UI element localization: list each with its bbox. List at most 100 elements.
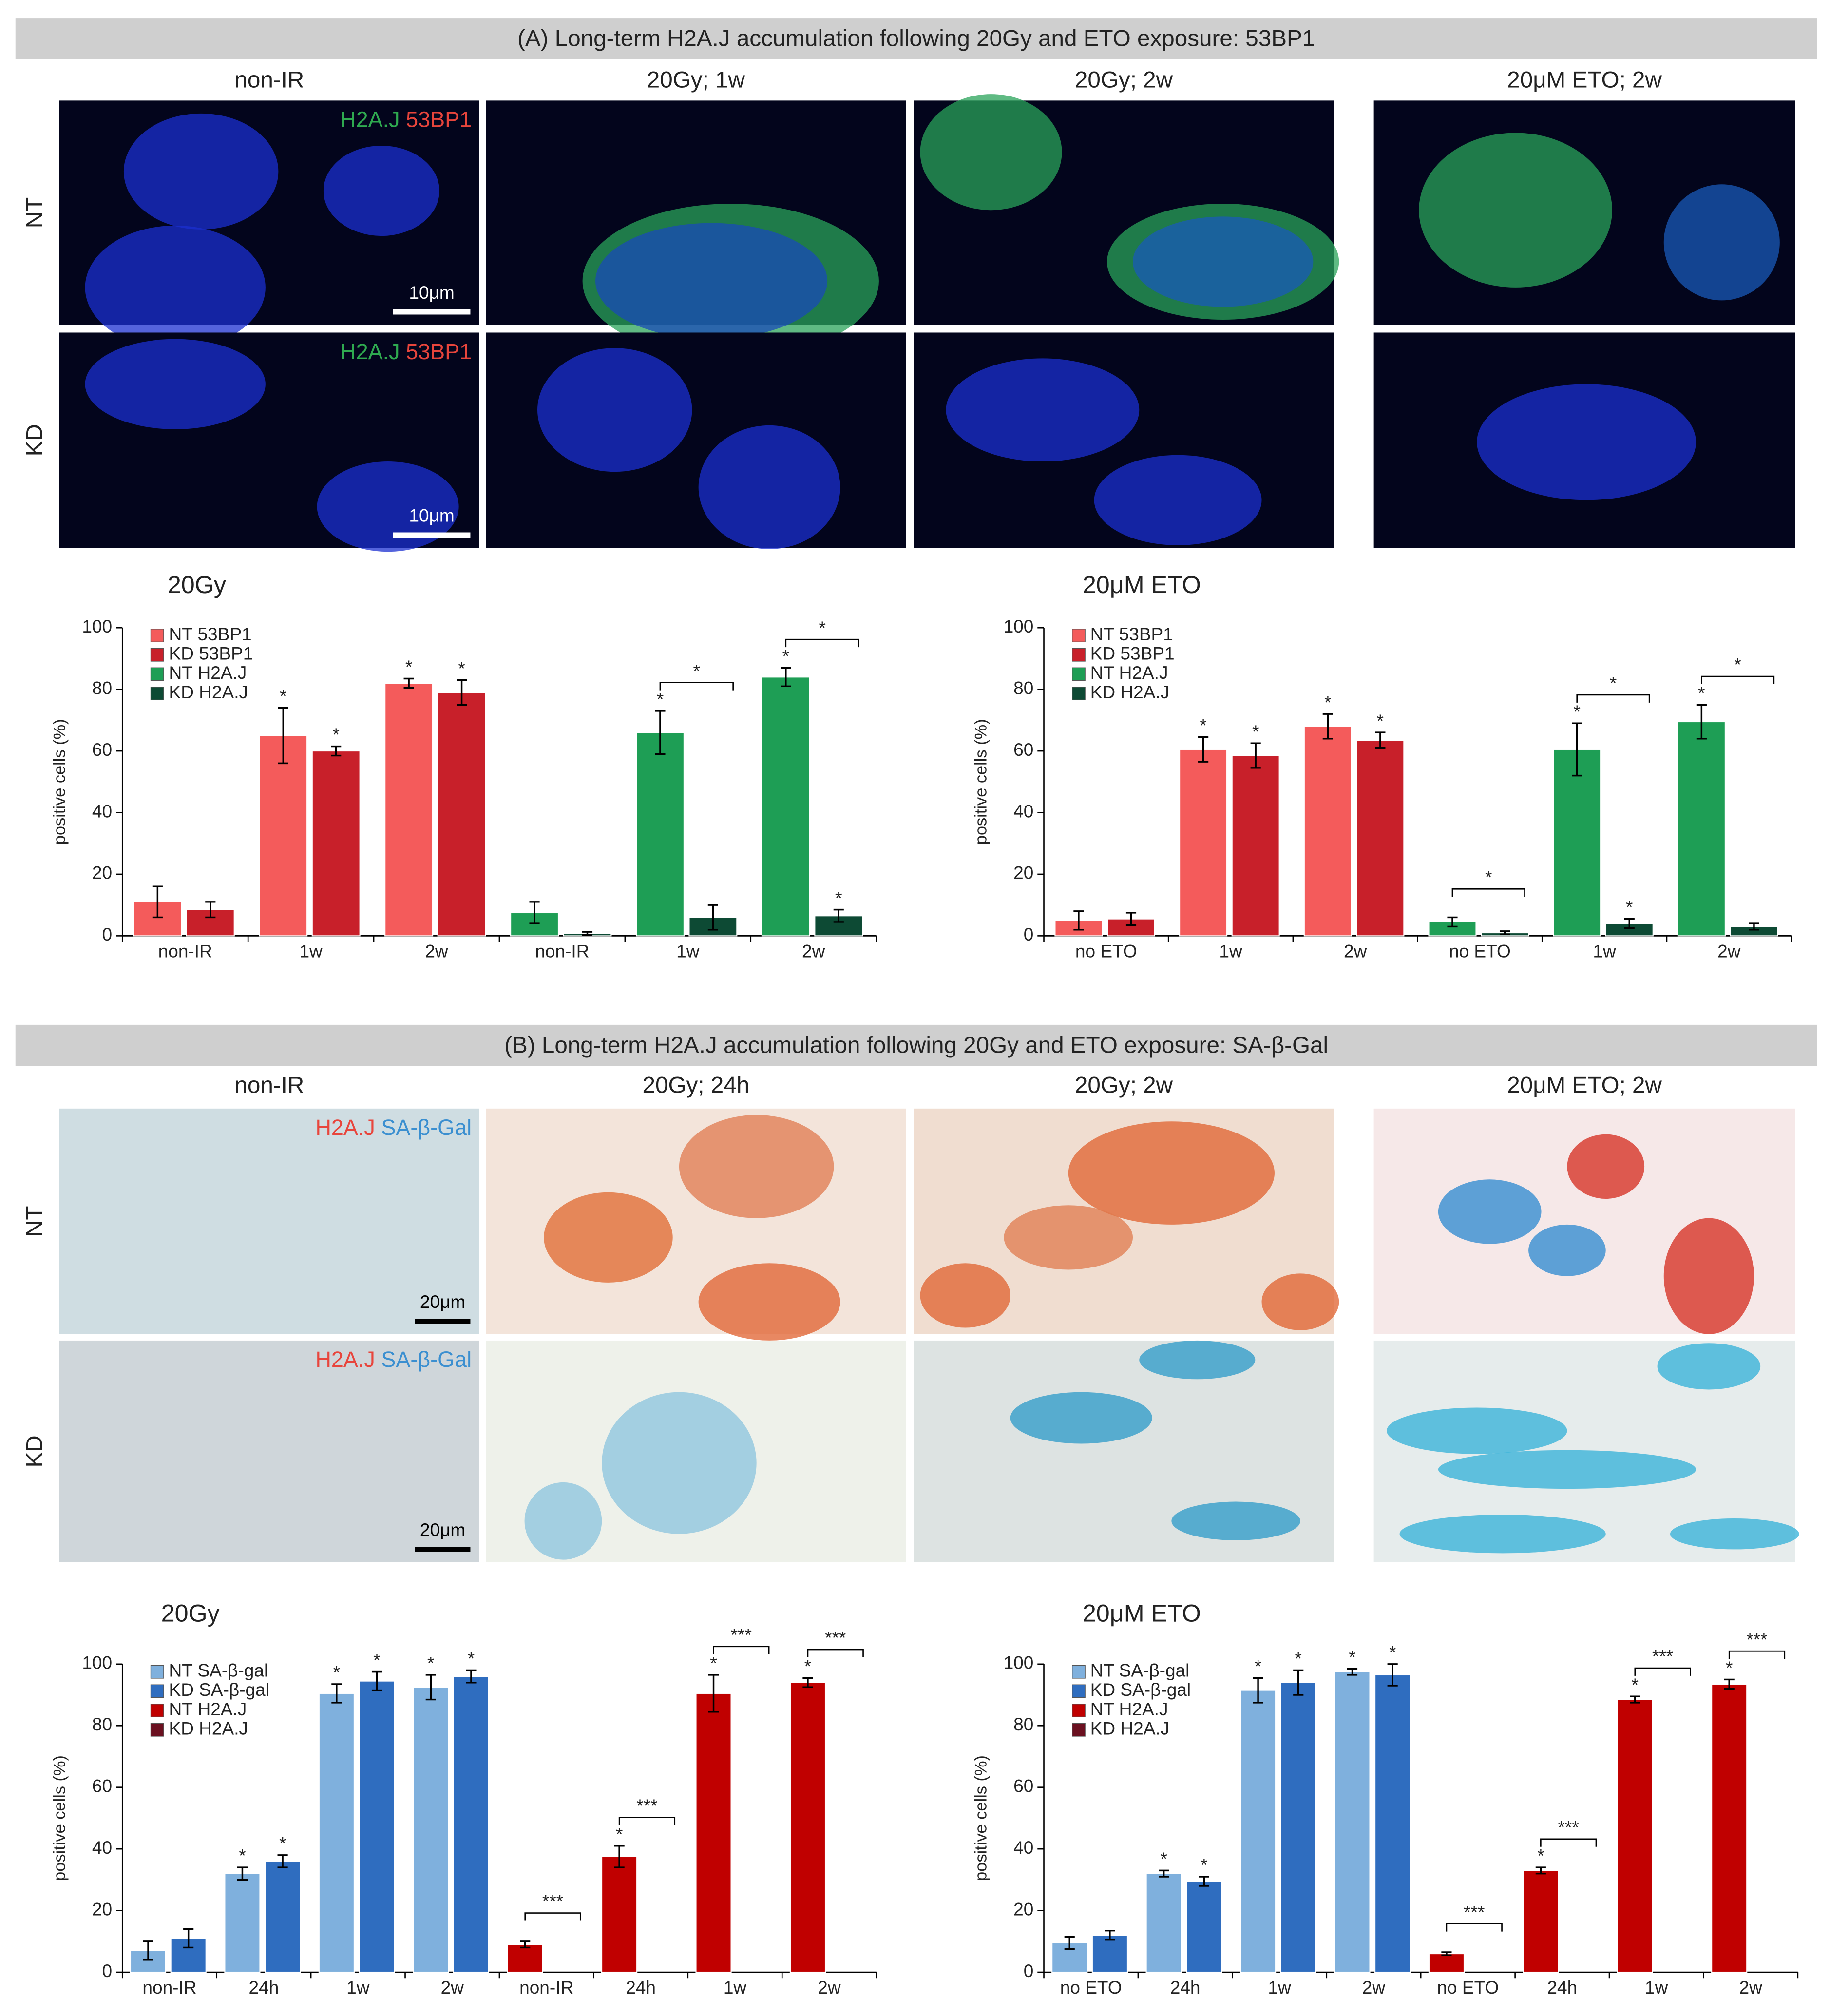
cell-nucleus: [85, 339, 266, 429]
significance-bracket: [1540, 1838, 1597, 1847]
legend-label: NT 53BP1: [169, 624, 252, 644]
cell-nucleus: [1171, 1501, 1300, 1540]
bracket-label: *: [1610, 673, 1617, 693]
bar: [1617, 1699, 1653, 1973]
x-tick-label: non-IR: [519, 1977, 573, 1997]
significance-bracket: [1728, 1650, 1786, 1659]
y-tick-label: 80: [1013, 1714, 1033, 1734]
bracket-label: ***: [1652, 1646, 1673, 1667]
significance-star: *: [1389, 1642, 1396, 1662]
bar: [453, 1676, 490, 1973]
column-label: 20Gy; 1w: [647, 67, 745, 93]
significance-star: *: [1200, 715, 1206, 735]
cell-nucleus: [1663, 184, 1780, 301]
x-tick-label: non-IR: [535, 941, 589, 961]
bracket-label: ***: [636, 1795, 657, 1816]
column-label: 20μM ETO; 2w: [1507, 67, 1662, 93]
significance-bracket: [524, 1912, 581, 1921]
bracket-label: *: [693, 660, 700, 681]
significance-star: *: [427, 1653, 434, 1673]
x-tick-label: 2w: [441, 1977, 464, 1997]
bar: [1374, 1674, 1411, 1973]
error-bar: [278, 707, 288, 765]
error-bar: [781, 667, 791, 688]
bar: [1280, 1682, 1316, 1973]
legend-label: KD SA-β-gal: [1090, 1679, 1191, 1700]
legend-label: NT H2A.J: [1090, 662, 1168, 683]
chart-title: 20μM ETO: [1083, 571, 1201, 598]
stain-label-2: SA-β-Gal: [381, 1347, 472, 1372]
bar: [601, 1856, 638, 1973]
error-bar: [1387, 1663, 1398, 1687]
x-tick-label: 2w: [802, 941, 825, 961]
bar: [507, 1944, 543, 1973]
bracket-label: ***: [825, 1628, 846, 1648]
x-tick-label: 1w: [1268, 1977, 1291, 1997]
cell-nucleus: [537, 348, 692, 472]
bar: [1523, 1870, 1559, 1973]
column-label: 20Gy; 24h: [642, 1072, 749, 1098]
cell-nucleus: [1567, 1134, 1645, 1199]
cell-nucleus: [1010, 1392, 1152, 1444]
error-bar: [1347, 1668, 1358, 1676]
x-tick-label: 2w: [1344, 941, 1367, 961]
cell-nucleus: [1663, 1218, 1754, 1334]
x-tick-label: no ETO: [1075, 941, 1137, 961]
stain-label: H2A.J SA-β-Gal: [315, 1347, 472, 1372]
significance-star: *: [1252, 721, 1259, 742]
error-bar: [529, 901, 540, 924]
significance-star: *: [1295, 1648, 1302, 1669]
error-bar: [403, 677, 414, 689]
significance-bracket: [659, 682, 734, 691]
significance-star: *: [1537, 1845, 1544, 1866]
y-tick-label: 60: [92, 739, 112, 760]
x-tick-label: 2w: [818, 1977, 841, 1997]
legend-label: KD H2A.J: [1090, 1718, 1170, 1739]
significance-star: *: [333, 1662, 340, 1683]
legend-swatch: [150, 1665, 164, 1679]
error-bar: [1624, 918, 1635, 929]
column-label: 20Gy; 2w: [1075, 67, 1173, 93]
legend-label: KD SA-β-gal: [169, 1679, 269, 1700]
x-tick-label: no ETO: [1060, 1977, 1122, 1997]
y-tick-label: 80: [92, 1714, 112, 1734]
error-bar: [614, 1845, 625, 1868]
error-bar: [1447, 916, 1458, 928]
cell-nucleus: [1133, 216, 1314, 307]
stain-label-2: SA-β-Gal: [381, 1115, 472, 1140]
x-tick-label: 1w: [1219, 941, 1242, 961]
error-bar: [143, 1940, 153, 1961]
bar: [789, 1682, 826, 1973]
chart-title: 20Gy: [161, 1600, 220, 1627]
error-bar: [1322, 713, 1333, 740]
error-bar: [371, 1670, 382, 1691]
y-tick-label: 40: [1013, 1837, 1033, 1858]
bar: [264, 1861, 301, 1973]
error-bar: [1696, 704, 1707, 740]
y-tick-label: 20: [92, 863, 112, 883]
error-bar: [277, 1854, 288, 1868]
column-label: non-IR: [234, 67, 304, 93]
y-axis-label: positive cells (%): [50, 1755, 69, 1881]
y-tick-label: 60: [92, 1775, 112, 1796]
y-tick-label: 40: [92, 1837, 112, 1858]
chart-title: 20Gy: [168, 571, 227, 598]
bar: [259, 735, 308, 937]
y-tick-label: 20: [1013, 1899, 1033, 1919]
bar: [1186, 1881, 1222, 1973]
bracket-label: ***: [542, 1891, 563, 1911]
bar: [413, 1687, 449, 1973]
legend-label: NT H2A.J: [169, 662, 247, 683]
chart-title: 20μM ETO: [1083, 1600, 1201, 1627]
error-bar: [1159, 1869, 1169, 1878]
y-tick-label: 20: [92, 1899, 112, 1919]
bar: [1356, 739, 1405, 937]
legend-label: NT H2A.J: [169, 1699, 247, 1719]
legend-swatch: [1072, 667, 1086, 681]
error-bar: [237, 1866, 248, 1881]
legend-swatch: [150, 667, 164, 681]
stain-label: H2A.J SA-β-Gal: [315, 1115, 472, 1140]
y-tick-label: 20: [1013, 863, 1033, 883]
significance-bracket: [807, 1649, 864, 1657]
cell-nucleus: [1477, 384, 1696, 500]
